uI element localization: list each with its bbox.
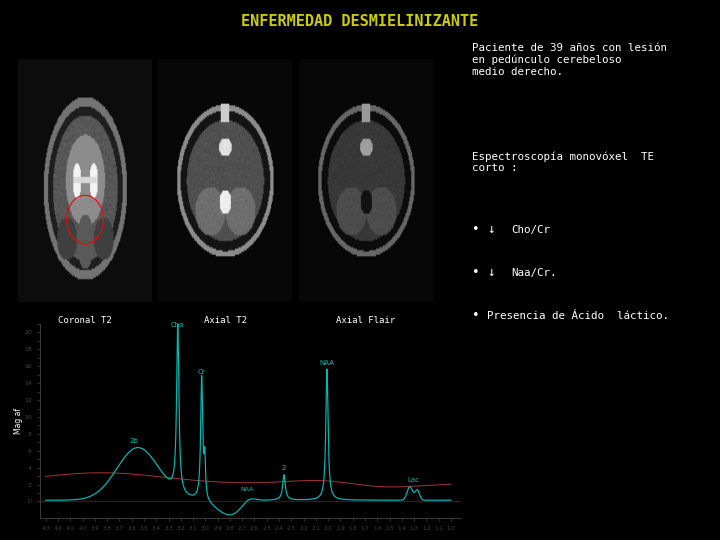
- Text: NAA: NAA: [320, 360, 335, 366]
- Text: •: •: [472, 266, 479, 279]
- Text: Axial T2: Axial T2: [204, 316, 246, 325]
- Text: Presencia de Ácido  láctico.: Presencia de Ácido láctico.: [487, 311, 670, 321]
- Text: NAA: NAA: [240, 487, 254, 492]
- Text: Paciente de 39 años con lesión
en pedúnculo cerebeloso
medio derecho.: Paciente de 39 años con lesión en pedúnc…: [472, 43, 667, 77]
- Text: Naa/Cr.: Naa/Cr.: [511, 268, 557, 278]
- Text: Espectroscopía monovóxel  TE
corto :: Espectroscopía monovóxel TE corto :: [472, 151, 654, 173]
- Text: Lac: Lac: [408, 477, 420, 483]
- Text: Coronal T2: Coronal T2: [58, 316, 112, 325]
- Text: Cho/Cr: Cho/Cr: [511, 225, 550, 234]
- Y-axis label: Mag af: Mag af: [14, 408, 23, 434]
- Text: •: •: [472, 309, 479, 322]
- Text: ↓: ↓: [487, 223, 495, 236]
- Text: 2: 2: [282, 465, 286, 471]
- Text: ENFERMEDAD DESMIELINIZANTE: ENFERMEDAD DESMIELINIZANTE: [241, 14, 479, 29]
- Text: •: •: [472, 223, 479, 236]
- Text: Cr: Cr: [198, 369, 205, 375]
- Text: Cho: Cho: [171, 322, 184, 328]
- Text: 2b: 2b: [130, 438, 138, 444]
- Text: ↓: ↓: [487, 266, 495, 279]
- Text: Axial Flair: Axial Flair: [336, 316, 395, 325]
